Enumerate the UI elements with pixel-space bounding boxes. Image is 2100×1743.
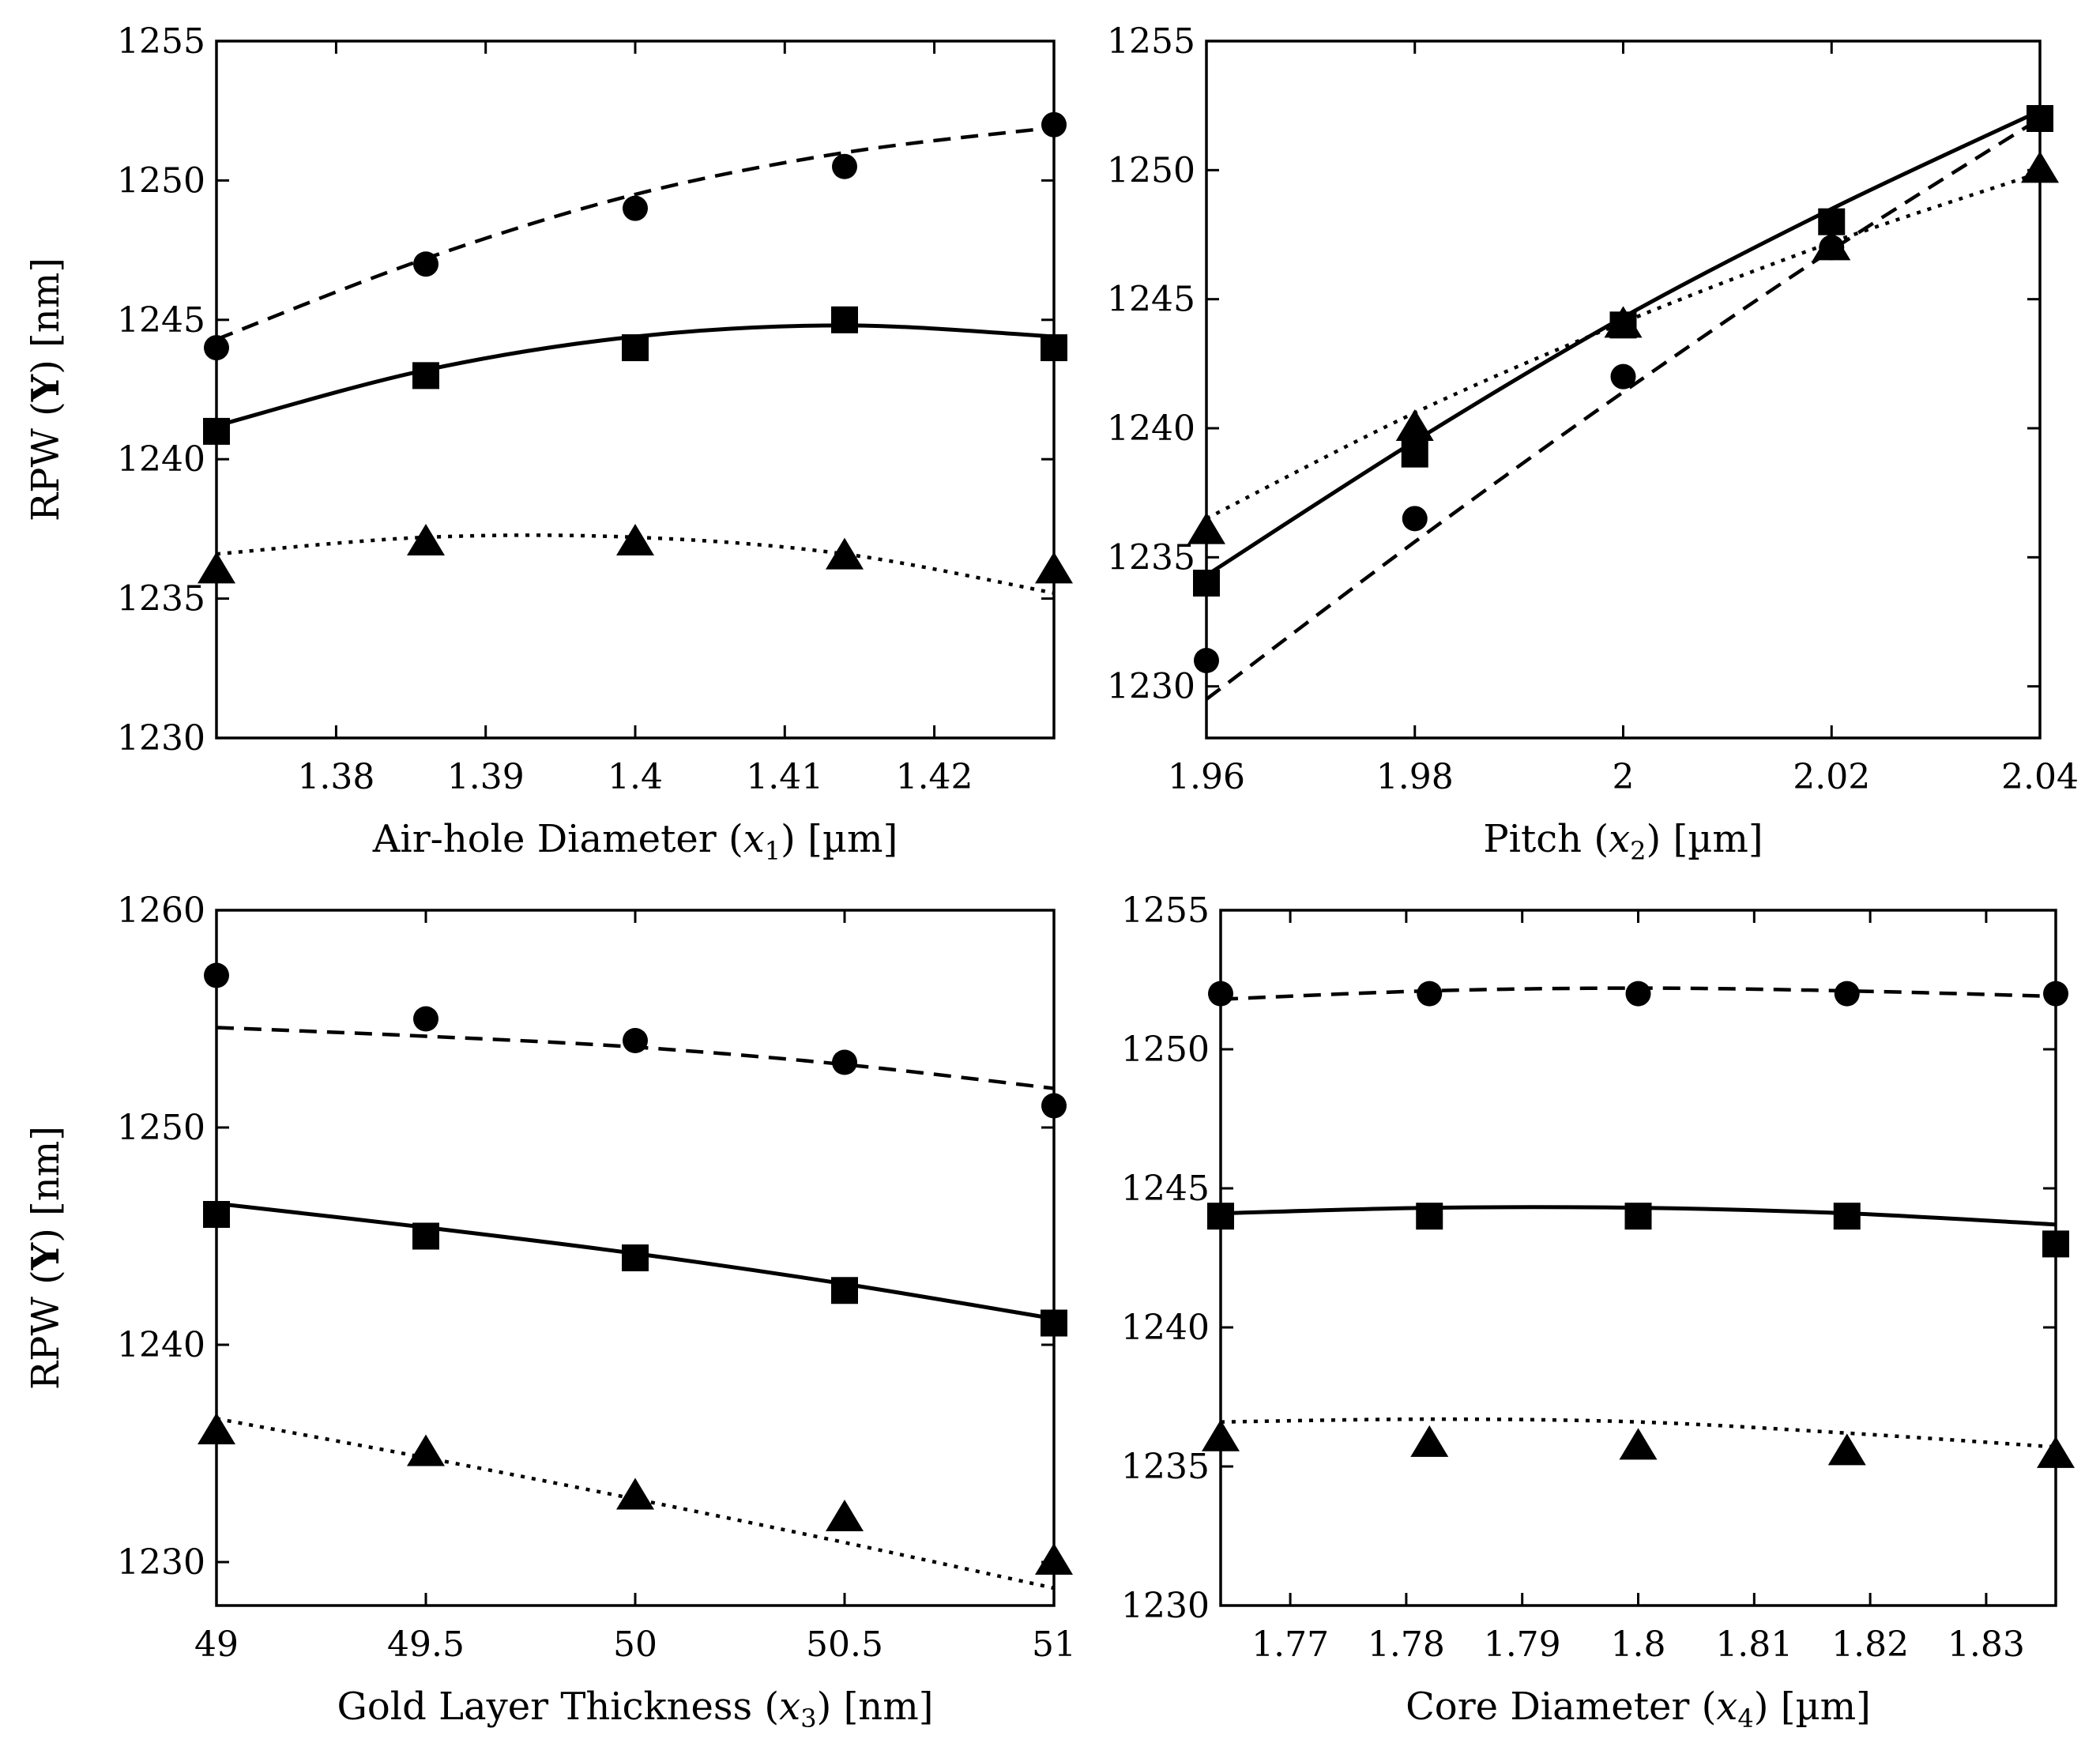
circle-marker bbox=[413, 251, 438, 277]
x-tick-label: 1.39 bbox=[447, 757, 525, 797]
circle-marker bbox=[1610, 363, 1636, 390]
y-axis-label: RPW (Y) [nm] bbox=[24, 258, 68, 521]
x-tick-label: 1.38 bbox=[297, 757, 374, 797]
x-tick-label: 1.81 bbox=[1715, 1624, 1793, 1665]
triangle-marker bbox=[1619, 1428, 1658, 1460]
square-marker bbox=[622, 334, 649, 362]
x-tick-label: 1.83 bbox=[1948, 1624, 2025, 1665]
triangle-marker bbox=[616, 524, 654, 556]
x-axis-label: Air-hole Diameter (x1) [µm] bbox=[372, 817, 898, 866]
plot-frame bbox=[215, 909, 1056, 1607]
x-axis-label: Gold Layer Thickness (x3) [nm] bbox=[337, 1685, 934, 1734]
plot-frame bbox=[1219, 909, 2057, 1607]
y-tick-label: 1255 bbox=[1107, 21, 1195, 62]
circle-marker bbox=[623, 195, 648, 221]
panel-pitch: 1.96 1.98 2 2.02 2.04 1230 1235 1240 1245 1250 125… bbox=[1107, 21, 2079, 866]
triangle-marker bbox=[407, 524, 445, 556]
y-tick-label: 1235 bbox=[1107, 537, 1195, 578]
circle-marker bbox=[832, 1049, 857, 1075]
y-axis-label: RPW (Y) [nm] bbox=[24, 1126, 68, 1390]
x-tick-label: 50.5 bbox=[806, 1624, 883, 1665]
y-tick-label: 1240 bbox=[1107, 408, 1195, 449]
triangle-fit-line bbox=[1221, 1417, 2056, 1449]
y-tick-label: 1235 bbox=[1121, 1447, 1210, 1487]
square-fit-line bbox=[1206, 108, 2040, 578]
x-tick-label: 2.02 bbox=[1793, 757, 1870, 797]
triangle-marker bbox=[826, 537, 864, 570]
triangle-marker bbox=[1604, 306, 1643, 338]
square-marker bbox=[622, 1244, 649, 1271]
square-marker bbox=[1624, 1203, 1652, 1230]
triangle-marker bbox=[826, 1500, 864, 1531]
square-marker bbox=[412, 362, 439, 390]
y-tick-label: 1250 bbox=[117, 160, 205, 201]
y-tick-label: 1230 bbox=[1107, 667, 1195, 707]
x-tick-label: 1.98 bbox=[1376, 757, 1454, 797]
triangle-marker bbox=[1395, 409, 1434, 441]
circle-marker bbox=[832, 153, 857, 179]
y-tick-label: 1245 bbox=[1121, 1169, 1210, 1209]
x-tick-label: 49 bbox=[194, 1624, 239, 1665]
circle-marker bbox=[623, 1028, 648, 1053]
y-tick-label: 1250 bbox=[117, 1108, 205, 1148]
x-tick-label: 1.96 bbox=[1168, 757, 1245, 797]
x-tick-label: 1.82 bbox=[1831, 1624, 1909, 1665]
square-marker bbox=[1416, 1203, 1443, 1230]
y-tick-label: 1240 bbox=[1121, 1308, 1210, 1348]
circle-fit-line bbox=[216, 126, 1054, 341]
square-marker bbox=[831, 1277, 858, 1304]
circle-marker bbox=[1625, 981, 1651, 1007]
x-tick-label: 1.78 bbox=[1368, 1624, 1445, 1665]
circle-marker bbox=[1417, 981, 1443, 1007]
x-tick-label: 1.8 bbox=[1611, 1624, 1666, 1665]
x-tick-label: 1.77 bbox=[1251, 1624, 1329, 1665]
x-tick-label: 51 bbox=[1032, 1624, 1076, 1665]
y-tick-label: 1235 bbox=[117, 579, 205, 619]
x-tick-label: 2 bbox=[1613, 757, 1635, 797]
circle-marker bbox=[1834, 981, 1860, 1007]
x-tick-label: 2.04 bbox=[2001, 757, 2079, 797]
y-tick-label: 1230 bbox=[1121, 1586, 1210, 1626]
plot-frame bbox=[215, 40, 1056, 740]
square-marker bbox=[1401, 440, 1428, 468]
square-marker bbox=[1833, 1203, 1861, 1230]
triangle-marker bbox=[407, 1434, 445, 1466]
x-tick-label: 1.42 bbox=[896, 757, 973, 797]
y-tick-label: 1240 bbox=[117, 1325, 205, 1365]
y-tick-label: 1260 bbox=[117, 890, 205, 931]
x-tick-label: 1.4 bbox=[608, 757, 663, 797]
square-marker bbox=[831, 306, 858, 333]
x-tick-label: 50 bbox=[613, 1624, 657, 1665]
y-tick-label: 1255 bbox=[1121, 890, 1210, 931]
square-marker bbox=[412, 1222, 439, 1250]
panel-air-hole-diameter: 1.38 1.39 1.4 1.41 1.42 1230 1235 1240 1245 1250 1… bbox=[24, 21, 1073, 866]
triangle-marker bbox=[1812, 228, 1851, 261]
y-tick-label: 1245 bbox=[1107, 280, 1195, 320]
y-tick-label: 1230 bbox=[117, 1542, 205, 1583]
circle-fit-line bbox=[1206, 117, 2040, 701]
y-tick-label: 1245 bbox=[117, 300, 205, 341]
circle-marker bbox=[413, 1006, 438, 1032]
x-axis-label: Pitch (x2) [µm] bbox=[1483, 817, 1763, 866]
triangle-marker bbox=[616, 1478, 654, 1510]
y-tick-label: 1240 bbox=[117, 439, 205, 480]
y-tick-label: 1230 bbox=[117, 718, 205, 759]
x-tick-label: 49.5 bbox=[387, 1624, 465, 1665]
x-tick-label: 1.41 bbox=[746, 757, 823, 797]
circle-marker bbox=[1402, 506, 1428, 532]
panel-core-diameter: 1.77 1.78 1.79 1.8 1.81 1.82 1.83 1230 1235 1240 1… bbox=[1121, 890, 2075, 1734]
plot-frame bbox=[1205, 40, 2042, 740]
y-tick-label: 1250 bbox=[1107, 150, 1195, 190]
triangle-marker bbox=[1410, 1425, 1449, 1457]
x-axis-label: Core Diameter (x4) [µm] bbox=[1406, 1685, 1871, 1734]
y-tick-label: 1255 bbox=[117, 21, 205, 62]
triangle-marker bbox=[1827, 1433, 1866, 1466]
triangle-fit-line bbox=[1206, 171, 2040, 521]
x-tick-label: 1.79 bbox=[1484, 1624, 1561, 1665]
y-tick-label: 1250 bbox=[1121, 1030, 1210, 1070]
panel-gold-layer-thickness: 49 49.5 50 50.5 51 1230 1240 1250 1260 Gold Layer… bbox=[24, 890, 1076, 1734]
